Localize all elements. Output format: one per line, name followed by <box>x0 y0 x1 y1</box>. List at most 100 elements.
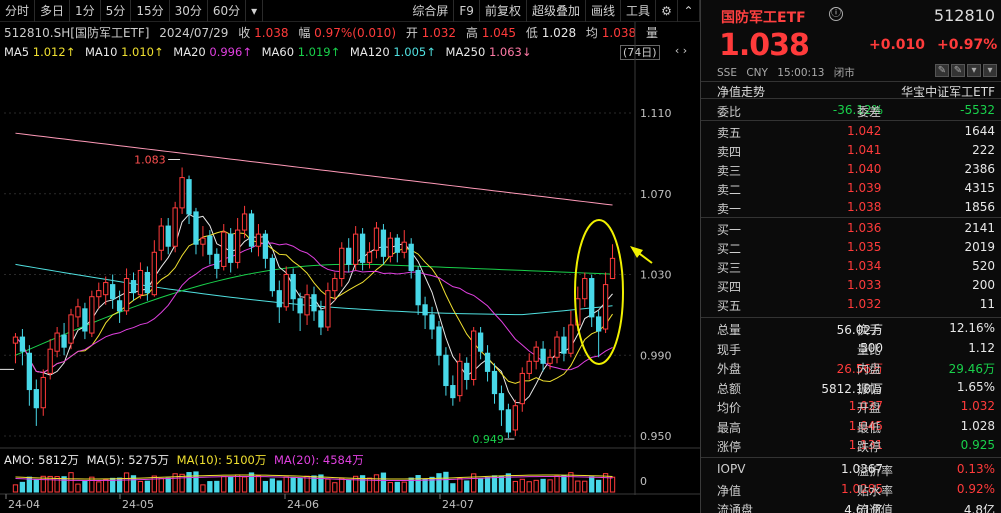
tab-5min[interactable]: 5分 <box>101 0 132 22</box>
tab-multi-day[interactable]: 多日 <box>35 0 71 22</box>
bid-price: 1.035 <box>847 240 882 254</box>
ask-row[interactable]: 卖二 1.039 4315 <box>701 179 1001 198</box>
super-overlay-button[interactable]: 超级叠加 <box>527 0 586 22</box>
ma250-value: 1.063↓ <box>488 45 532 59</box>
candle-up <box>602 284 609 330</box>
volume-bar <box>179 473 185 493</box>
volume-bar <box>214 480 220 493</box>
ask-row[interactable]: 卖五 1.042 1644 <box>701 122 1001 141</box>
pen-icon[interactable]: ✎ <box>951 64 965 77</box>
tab-30min[interactable]: 30分 <box>170 0 208 22</box>
volume-bar <box>304 475 310 493</box>
bid-level-label: 买一 <box>717 223 742 237</box>
dropdown-icon[interactable]: ▾ <box>967 64 981 77</box>
edit-icon[interactable]: ✎ <box>935 64 949 77</box>
candle-up <box>158 225 164 251</box>
candle-up <box>554 336 560 358</box>
ask-row[interactable]: 卖一 1.038 1856 <box>701 198 1001 217</box>
tab-60min[interactable]: 60分 <box>208 0 247 22</box>
bid-row[interactable]: 买三 1.034 520 <box>701 257 1001 276</box>
expand-icon[interactable]: ▾ <box>983 64 997 77</box>
candle-up <box>172 207 178 247</box>
ask-volume: 4315 <box>964 181 995 195</box>
volume-bar <box>387 482 394 493</box>
days-count-badge[interactable]: (74日) <box>620 45 660 60</box>
tab-15min[interactable]: 15分 <box>131 0 170 22</box>
quote-info-line: 512810.SH[国防军工ETF] 2024/07/29 收 1.038 幅 … <box>4 24 664 40</box>
period-dropdown-icon[interactable]: ▾ <box>246 0 264 22</box>
candle-down <box>207 235 213 255</box>
stat-label: 最低 <box>857 420 882 435</box>
bid-row[interactable]: 买五 1.032 11 <box>701 295 1001 314</box>
ask-row[interactable]: 卖三 1.040 2386 <box>701 160 1001 179</box>
candle-up <box>519 372 525 405</box>
forward-adjust-button[interactable]: 前复权 <box>480 0 527 22</box>
tab-nav-trend[interactable]: 净值走势 <box>717 85 766 99</box>
amo-ma20-line <box>15 475 613 482</box>
open-caption: 开 <box>405 26 418 40</box>
close-value: 1.038 <box>254 26 289 40</box>
settings-gear-icon[interactable]: ⚙ <box>656 0 678 22</box>
tools-button[interactable]: 工具 <box>621 0 656 22</box>
stat-label: 现手 <box>717 342 742 357</box>
bid-row[interactable]: 买四 1.033 200 <box>701 276 1001 295</box>
market-status: 闭市 <box>833 67 855 79</box>
stat-row: 净值 1.0285 贴水率 0.92% <box>701 480 1001 499</box>
draw-line-button[interactable]: 画线 <box>586 0 621 22</box>
range-caption: 幅 <box>298 26 311 40</box>
info-icon[interactable]: ⓘ <box>829 7 843 21</box>
volume-bar <box>429 476 435 493</box>
bid-row[interactable]: 买一 1.036 2141 <box>701 219 1001 238</box>
volume-bar <box>505 473 512 493</box>
candle-up <box>568 324 574 354</box>
volume-bar <box>547 479 553 493</box>
bid-row[interactable]: 买二 1.035 2019 <box>701 238 1001 257</box>
highlight-ellipse <box>574 219 624 365</box>
highlight-arrow-head <box>630 246 643 258</box>
candle-down <box>165 225 171 247</box>
volume-bar <box>394 481 400 493</box>
fund-name[interactable]: 国防军工ETF <box>721 10 806 26</box>
tab-timeshare[interactable]: 分时 <box>0 0 36 22</box>
ma10-line <box>15 230 613 384</box>
bid-level-label: 买五 <box>717 299 742 313</box>
tab-fund-fullname[interactable]: 华宝中证军工ETF <box>901 85 995 99</box>
ma120-value: 1.005↑ <box>393 45 436 59</box>
candle-up <box>582 278 588 300</box>
ask-row[interactable]: 卖四 1.041 222 <box>701 141 1001 160</box>
ma10-name: MA10 <box>84 45 118 59</box>
stat-row: 最高 1.045 最低 1.028 <box>701 417 1001 436</box>
close-caption: 收 <box>238 26 251 40</box>
candle-down <box>561 336 567 354</box>
ma60-legend: MA60 1.019↑ <box>262 45 341 59</box>
volume-bar <box>130 475 137 493</box>
candle-down <box>228 233 234 263</box>
stat-row: IOPV 1.0367 溢折率 0.13% <box>701 460 1001 479</box>
volume-bar <box>19 481 26 493</box>
ask-volume: 2386 <box>964 162 995 176</box>
candle-up <box>200 237 206 245</box>
candle-down <box>186 179 192 215</box>
volume-bar <box>47 475 53 493</box>
volume-bar <box>561 475 567 493</box>
volume-bar <box>526 481 532 493</box>
f9-button[interactable]: F9 <box>454 0 480 22</box>
candle-down <box>346 247 352 265</box>
candle-up <box>609 257 616 280</box>
composite-screen-button[interactable]: 综合屏 <box>407 0 455 22</box>
ask-price: 1.038 <box>847 200 882 214</box>
y-tick-label: 1.030 <box>640 269 672 282</box>
stat-label: IOPV <box>717 462 746 476</box>
stat-row: 现手 500 量比 1.12 <box>701 339 1001 358</box>
divider <box>701 457 1001 458</box>
stat-label: 流通盘 <box>717 503 754 513</box>
chart-nav-arrows[interactable]: ‹ › <box>674 44 688 57</box>
candlestick-chart[interactable]: 1.110 1.070 1.030 0.990 0.950 0 24-04 24-05 24-0… <box>0 0 700 513</box>
amo-ma10: MA(10): 5100万 <box>176 453 267 467</box>
price-change-pct: +0.97% <box>937 37 998 53</box>
collapse-icon[interactable]: ⌃ <box>678 0 700 22</box>
stat-label: 贴水率 <box>857 483 894 498</box>
tab-1min[interactable]: 1分 <box>70 0 101 22</box>
volume-bar <box>262 480 269 493</box>
stat-value: 4.61亿 <box>844 503 883 513</box>
